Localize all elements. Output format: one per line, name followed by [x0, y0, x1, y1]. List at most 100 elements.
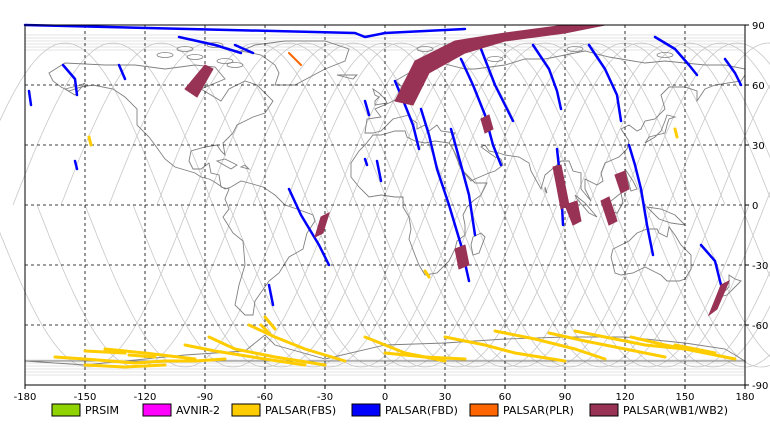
swath-wb [707, 279, 730, 317]
legend-swatch [351, 403, 381, 417]
legend-label: PALSAR(FBD) [385, 404, 458, 417]
coastline [364, 50, 746, 202]
swath-wb [394, 24, 606, 106]
legend-swatch [51, 403, 81, 417]
swath-fbs [673, 343, 717, 355]
legend-item-avnir: AVNIR-2 [142, 403, 220, 417]
x-tick-label: 90 [559, 392, 572, 403]
x-tick-label: -180 [14, 392, 37, 403]
swath-fbd [23, 23, 467, 39]
x-tick-label: -120 [134, 392, 157, 403]
y-tick-label: -90 [752, 381, 768, 392]
observation-swaths [23, 23, 743, 369]
coastline [176, 46, 194, 52]
swath-fbs [629, 335, 737, 361]
swath-wb [564, 200, 582, 226]
swath-fbs [247, 323, 347, 363]
swath-fbd [73, 159, 79, 171]
legend-item-fbd: PALSAR(FBD) [351, 403, 458, 417]
coastline [215, 158, 238, 170]
legend-label: PALSAR(WB1/WB2) [623, 404, 728, 417]
lat-lon-grid [25, 25, 745, 385]
orbit-track [588, 42, 770, 206]
swath-fbd [177, 35, 243, 55]
orbit-track [564, 191, 770, 368]
coastline [566, 46, 584, 52]
swath-fbs [673, 127, 679, 139]
legend-item-wb: PALSAR(WB1/WB2) [589, 403, 728, 417]
swath-fbd [117, 63, 127, 81]
swath-wb [600, 196, 618, 226]
x-tick-label: 150 [675, 392, 694, 403]
coastline [226, 62, 244, 68]
legend-label: PALSAR(PLR) [503, 404, 574, 417]
swath-fbd [627, 143, 655, 257]
swath-plr [288, 52, 302, 66]
coastline [610, 225, 692, 282]
legend-swatch [231, 403, 261, 417]
swath-fbd [459, 57, 503, 167]
swath-fbd [27, 89, 33, 107]
coastline [574, 194, 598, 218]
x-tick-label: 180 [735, 392, 754, 403]
orbit-track [660, 204, 770, 368]
swath-fbs [493, 329, 607, 361]
swath-fbs [83, 349, 127, 355]
x-tick-label: 0 [382, 392, 388, 403]
swath-wb [314, 212, 330, 238]
swath-fbs [263, 315, 277, 331]
coastline [350, 130, 488, 276]
legend: PRSIM AVNIR-2 PALSAR(FBS) PALSAR(FBD) PALSAR… [51, 403, 728, 417]
swath-fbs [183, 343, 307, 367]
axis-tick-labels: -180 -150 -120 -90 -60 -30 0 30 60 90 120 150 180 90 6… [14, 21, 769, 403]
coastline [544, 186, 548, 194]
coastline [156, 52, 174, 58]
coastline [372, 87, 388, 106]
swath-fbs [547, 331, 667, 359]
legend-item-plr: PALSAR(PLR) [469, 403, 574, 417]
x-tick-label: 120 [615, 392, 634, 403]
coastline [216, 58, 234, 64]
swath-fbd [699, 243, 723, 287]
x-tick-label: -150 [74, 392, 97, 403]
swath-fbd [61, 63, 79, 97]
y-tick-label: 0 [752, 201, 758, 212]
swath-fbd [723, 57, 743, 87]
swath-fbd [375, 159, 383, 183]
legend-label: PALSAR(FBS) [265, 404, 336, 417]
coastline [486, 56, 504, 62]
coastline [717, 274, 742, 298]
legend-item-fbs: PALSAR(FBS) [231, 403, 336, 417]
swath-fbs [423, 269, 431, 279]
swath-wb [454, 244, 470, 270]
coastline [416, 46, 434, 52]
y-tick-label: 30 [752, 141, 765, 152]
legend-item-prsim: PRSIM [51, 403, 119, 417]
coastline [656, 52, 674, 58]
legend-label: PRSIM [85, 404, 119, 417]
swath-wb [614, 170, 630, 194]
coastline [624, 168, 638, 192]
swath-fbd [287, 187, 331, 267]
swath-fbd [267, 283, 275, 307]
swath-fbs [53, 355, 227, 365]
coastline [48, 62, 316, 316]
swath-wb [480, 114, 494, 134]
x-tick-label: 30 [439, 392, 452, 403]
swath-fbs [207, 335, 327, 367]
swath-fbs [259, 323, 271, 335]
swath-fbs [103, 347, 197, 361]
y-tick-label: 90 [752, 21, 765, 32]
coastline [24, 334, 747, 366]
swath-fbd [587, 43, 623, 123]
coastline [186, 54, 204, 60]
legend-swatch [142, 403, 172, 417]
swath-fbd [653, 35, 699, 77]
swath-fbs [383, 351, 467, 361]
swath-fbd [363, 157, 369, 167]
swath-fbs [83, 363, 167, 369]
swath-fbd [233, 43, 255, 55]
x-tick-label: -90 [197, 392, 213, 403]
swath-fbd [531, 43, 563, 111]
x-tick-label: -30 [317, 392, 333, 403]
